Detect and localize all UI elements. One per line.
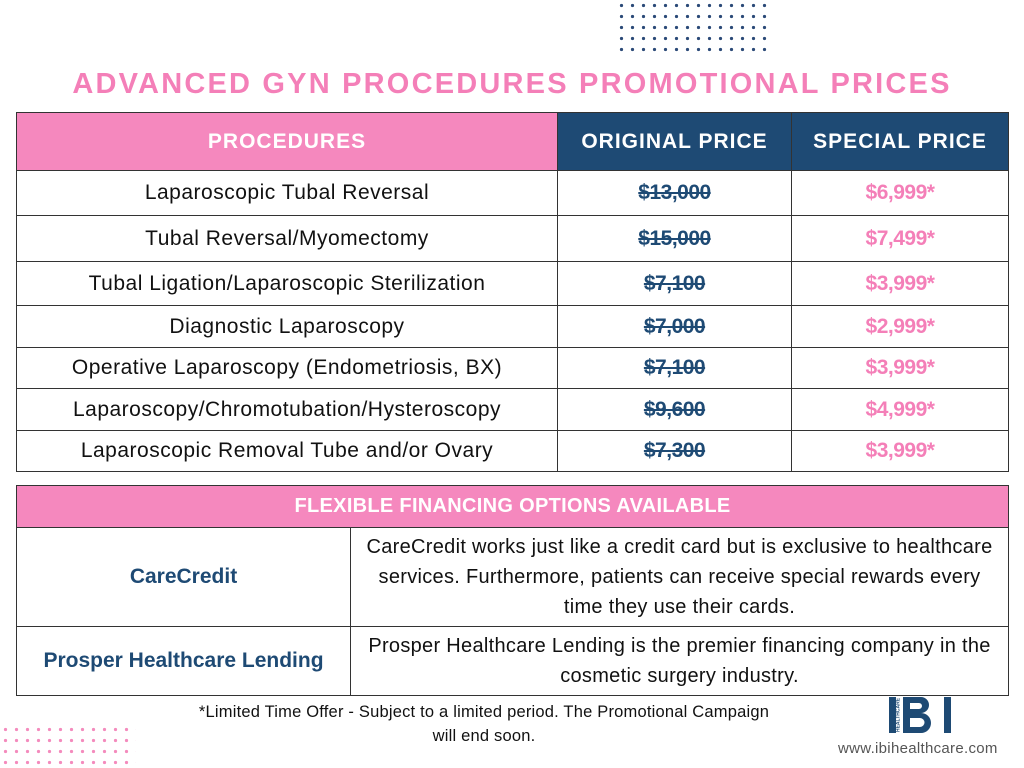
special-price: $6,999*: [791, 170, 1009, 216]
table-row: Laparoscopy/Chromotubation/Hysteroscopy …: [16, 388, 1009, 431]
website-url[interactable]: www.ibihealthcare.com: [838, 740, 998, 757]
special-price: $3,999*: [791, 430, 1009, 472]
original-price: $7,100: [557, 347, 792, 389]
pricing-table: PROCEDURES ORIGINAL PRICE SPECIAL PRICE …: [16, 112, 1009, 472]
original-price: $7,100: [557, 261, 792, 306]
procedure-name: Tubal Reversal/Myomectomy: [16, 215, 558, 262]
procedure-name: Operative Laparoscopy (Endometriosis, BX…: [16, 347, 558, 389]
original-price: $13,000: [557, 170, 792, 216]
financing-option-description: CareCredit works just like a credit card…: [350, 527, 1009, 627]
table-row: Laparoscopic Removal Tube and/or Ovary $…: [16, 430, 1009, 472]
ibi-healthcare-logo: HEALTHCARE: [889, 697, 951, 733]
procedure-name: Laparoscopy/Chromotubation/Hysteroscopy: [16, 388, 558, 431]
column-header-procedures: PROCEDURES: [16, 112, 558, 171]
footnote: *Limited Time Offer - Subject to a limit…: [198, 703, 770, 745]
procedure-name: Diagnostic Laparoscopy: [16, 305, 558, 348]
decorative-dots-top: [616, 0, 768, 56]
logo-tagline: HEALTHCARE: [896, 697, 902, 732]
financing-table: FLEXIBLE FINANCING OPTIONS AVAILABLE Car…: [16, 485, 1009, 696]
special-price: $7,499*: [791, 215, 1009, 262]
financing-option-description: Prosper Healthcare Lending is the premie…: [350, 626, 1009, 696]
special-price: $3,999*: [791, 261, 1009, 306]
financing-row: CareCredit CareCredit works just like a …: [16, 527, 1009, 627]
financing-row: Prosper Healthcare Lending Prosper Healt…: [16, 626, 1009, 696]
original-price: $7,000: [557, 305, 792, 348]
table-row: Laparoscopic Tubal Reversal $13,000 $6,9…: [16, 170, 1009, 216]
original-price: $9,600: [557, 388, 792, 431]
pricing-table-header: PROCEDURES ORIGINAL PRICE SPECIAL PRICE: [16, 112, 1009, 171]
financing-header: FLEXIBLE FINANCING OPTIONS AVAILABLE: [16, 485, 1009, 528]
special-price: $3,999*: [791, 347, 1009, 389]
decorative-dots-bottom: [0, 724, 136, 768]
special-price: $2,999*: [791, 305, 1009, 348]
procedure-name: Laparoscopic Tubal Reversal: [16, 170, 558, 216]
table-row: Tubal Reversal/Myomectomy $15,000 $7,499…: [16, 215, 1009, 262]
table-row: Tubal Ligation/Laparoscopic Sterilizatio…: [16, 261, 1009, 306]
table-row: Operative Laparoscopy (Endometriosis, BX…: [16, 347, 1009, 389]
special-price: $4,999*: [791, 388, 1009, 431]
procedure-name: Tubal Ligation/Laparoscopic Sterilizatio…: [16, 261, 558, 306]
procedure-name: Laparoscopic Removal Tube and/or Ovary: [16, 430, 558, 472]
page-title: ADVANCED GYN PROCEDURES PROMOTIONAL PRIC…: [72, 68, 952, 100]
column-header-special-price: SPECIAL PRICE: [791, 112, 1009, 171]
table-row: Diagnostic Laparoscopy $7,000 $2,999*: [16, 305, 1009, 348]
original-price: $7,300: [557, 430, 792, 472]
financing-option-name: CareCredit: [16, 527, 351, 627]
original-price: $15,000: [557, 215, 792, 262]
column-header-original-price: ORIGINAL PRICE: [557, 112, 792, 171]
financing-option-name: Prosper Healthcare Lending: [16, 626, 351, 696]
